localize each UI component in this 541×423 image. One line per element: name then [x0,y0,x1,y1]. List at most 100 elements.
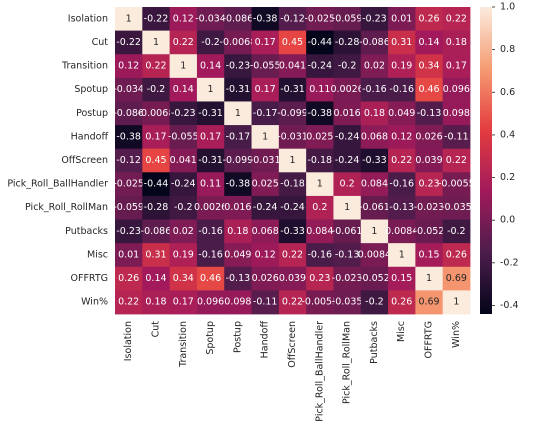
cell-label: 0.02 [364,61,385,72]
cell-label: 0.025 [306,131,333,142]
heatmap-cell [278,195,307,220]
cell-label: 1 [126,13,132,24]
heatmap-cell [251,77,280,102]
cell-label: 0.17 [446,61,467,72]
cell-label: 0.12 [391,131,412,142]
cell-label: -0.2 [338,61,357,72]
heatmap-cell [360,243,389,268]
colorbar-tick-label: 0.0 [500,215,515,226]
heatmap-cell [442,54,471,79]
cell-label: -0.16 [362,84,387,95]
heatmap-cell [442,195,471,220]
heatmap-cell [251,195,280,220]
heatmap-cell [333,54,362,79]
cell-label: 0.18 [145,297,166,308]
heatmap-cell [196,243,225,268]
heatmap-cell [306,290,334,315]
heatmap-cell [360,7,389,32]
y-tick-label: Spotup [74,84,108,95]
cell-label: 0.19 [173,249,194,260]
cell-label: 0.45 [282,37,303,48]
cell-label: 0.46 [418,84,439,95]
heatmap-cell [442,172,471,197]
heatmap-cell [360,148,389,173]
cell-label: -0.38 [226,179,251,190]
cell-label: 0.068 [361,131,388,142]
colorbar-tick-label: 0.4 [500,129,515,140]
heatmap-cell [142,77,171,102]
heatmap-cell [196,101,225,126]
heatmap-cell [388,125,416,150]
cell-label: -0.24 [280,202,305,213]
heatmap-cell [169,148,198,173]
heatmap-cell [196,195,225,220]
heatmap-cell [333,219,362,244]
cell-label: -0.13 [417,108,442,119]
cell-label: 0.31 [391,37,412,48]
x-tick-label: Handoff [260,321,271,359]
cell-label: -0.086 [141,226,172,237]
heatmap-cell [169,243,198,268]
cell-label: -0.16 [389,84,414,95]
cell-label: 0.14 [173,84,194,95]
cell-label: 0.22 [145,61,166,72]
heatmap-cell [442,243,471,268]
cell-label: 0.098 [224,297,251,308]
heatmap-cell [415,30,444,55]
cell-label: 0.096 [197,297,224,308]
cell-label: 0.17 [145,131,166,142]
cell-label: 1 [344,202,350,213]
heatmap-cell [142,219,171,244]
cell-label: -0.12 [280,13,305,24]
x-tick-label: Isolation [123,321,134,361]
heatmap-cell [333,266,362,291]
cell-label: 0.31 [145,249,166,260]
cell-label: 1 [317,179,323,190]
cell-label: -0.33 [280,226,305,237]
heatmap-cell [224,243,252,268]
cell-label: -0.099 [277,108,308,119]
heatmap-cell [415,125,444,150]
cell-label: -0.052 [359,273,390,284]
heatmap-cell [333,172,362,197]
cell-label: -0.17 [226,131,251,142]
cell-label: 0.2 [312,202,327,213]
cell-label: 0.22 [391,155,412,166]
cell-label: 1 [399,249,405,260]
heatmap-cell [224,172,252,197]
heatmap-cell [142,148,171,173]
cell-label: -0.33 [362,155,387,166]
heatmap-cell [388,266,416,291]
cell-label: 0.69 [418,297,439,308]
cell-label: 0.096 [443,84,470,95]
x-tick-label: Misc [396,321,407,342]
cell-label: -0.2 [174,202,193,213]
cell-label: -0.16 [198,226,223,237]
heatmap-cell [306,219,334,244]
cell-label: -0.24 [171,179,196,190]
cell-label: -0.023 [414,202,445,213]
y-tick-label: Cut [92,37,109,48]
heatmap-cell [278,7,307,32]
cell-label: -0.12 [116,155,141,166]
cell-label: 1 [371,226,377,237]
heatmap-cell [251,54,280,79]
cell-label: 0.17 [255,84,276,95]
heatmap-cell [115,148,143,173]
cell-label: -0.0068 [220,37,257,48]
cell-label: -0.23 [171,108,196,119]
cell-label: -0.086 [359,37,390,48]
heatmap-cell [169,219,198,244]
y-tick-label: Pick_Roll_RollMan [25,202,108,213]
cell-label: 0.12 [173,13,194,24]
heatmap-cell [442,77,471,102]
y-tick-label: Isolation [68,13,108,24]
cell-label: 0.34 [173,273,194,284]
heatmap-cell [360,101,389,126]
heatmap-cell [388,290,416,315]
heatmap-cell [224,219,252,244]
cell-label: 0.068 [252,226,279,237]
heatmap-cell [251,219,280,244]
cell-label: -0.059 [332,13,363,24]
x-tick-label: OFFRTG [424,321,435,358]
